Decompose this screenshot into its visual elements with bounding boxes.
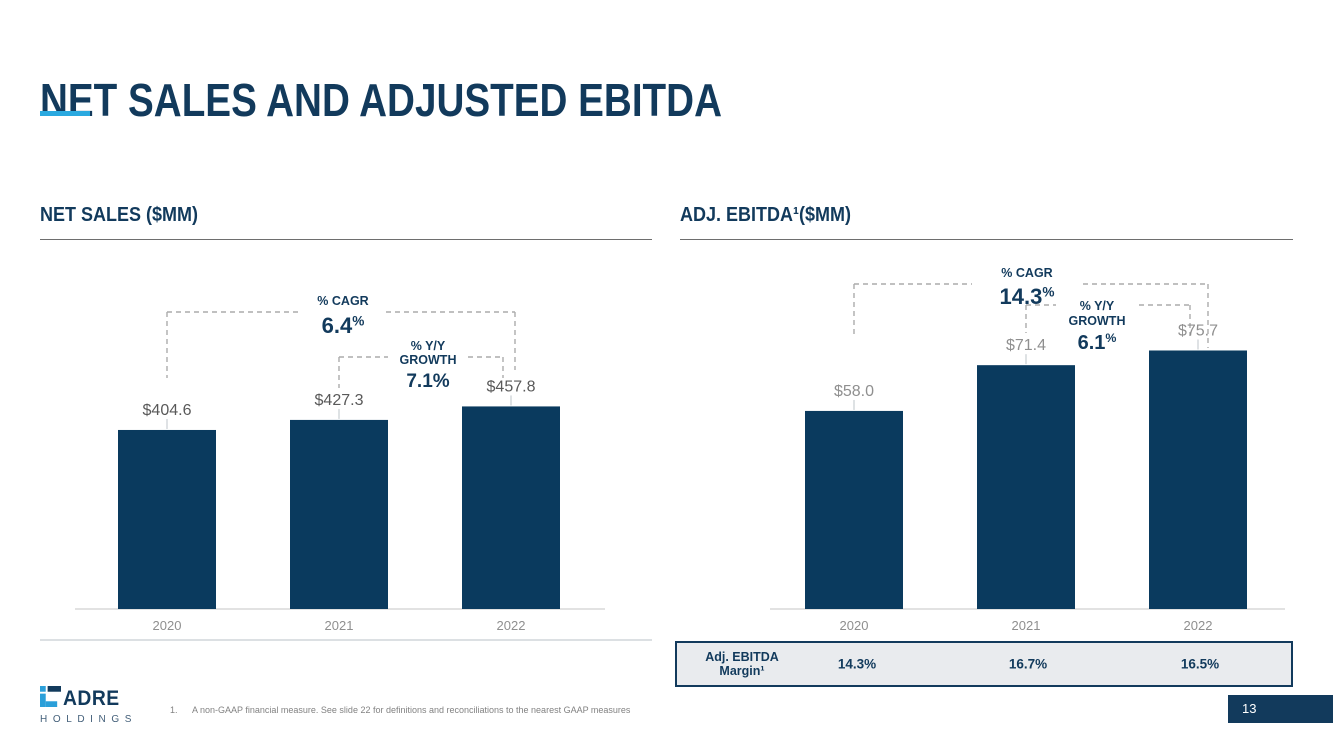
footnote-index: 1. [170,705,178,715]
adj-ebitda-header-rule [680,239,1293,240]
x-axis-tick-label: 2021 [1012,618,1041,633]
annotation-label: GROWTH [1069,314,1126,328]
title-accent-bar [40,111,90,116]
bar-2020 [118,429,216,609]
bar-2022 [462,406,560,609]
page-number: 13 [1242,701,1257,716]
bar-2020 [805,410,903,609]
bar-value-label: $427.3 [315,392,364,409]
annotation-label: % Y/Y [1080,299,1115,313]
bar-2021 [290,419,388,609]
net-sales-header-rule [40,239,652,240]
annotation-label: % Y/Y [411,339,446,353]
footnote-text: A non-GAAP financial measure. See slide … [192,705,631,715]
margin-label-line2: Margin¹ [719,664,765,678]
x-axis-tick-label: 2020 [153,618,182,633]
page-title: NET SALES AND ADJUSTED EBITDA [40,73,852,127]
x-axis-tick-label: 2022 [497,618,526,633]
logo-wordmark: ADRE [63,687,120,710]
annotation-value: 6.4% [322,313,365,338]
footnote: 1. A non-GAAP financial measure. See sli… [170,705,630,715]
net-sales-header: NET SALES ($MM) [40,204,216,227]
bar-value-label: $404.6 [143,402,192,419]
page-number-box: 13 [1228,695,1333,723]
logo-subtext: HOLDINGS [40,714,138,725]
cadre-logo-mark-icon [40,686,61,712]
margin-value-2022: 16.5% [1180,656,1220,672]
x-axis-tick-label: 2022 [1184,618,1213,633]
margin-value-2021: 16.7% [1008,656,1048,672]
margin-table-row-label: Adj. EBITDA Margin¹ [677,643,807,685]
annotation-label: % CAGR [317,294,368,308]
bar-2021 [977,365,1075,609]
adj-ebitda-margin-table: Adj. EBITDA Margin¹ 14.3% 16.7% 16.5% [675,641,1293,687]
adj-ebitda-header-text: ADJ. EBITDA¹($MM) [680,204,851,226]
margin-value-2020: 14.3% [837,656,877,672]
annotation-label: % CAGR [1001,266,1052,280]
bar-value-label: $71.4 [1006,337,1046,354]
margin-label-line1: Adj. EBITDA [705,650,779,664]
net-sales-header-text: NET SALES ($MM) [40,204,199,226]
bar-value-label: $58.0 [834,383,874,400]
bar-2022 [1149,350,1247,609]
annotation-label: GROWTH [400,353,457,367]
adj-ebitda-header: ADJ. EBITDA¹($MM) [680,204,870,227]
annotation-value: 7.1% [406,371,449,392]
x-axis-tick-label: 2020 [840,618,869,633]
x-axis-tick-label: 2021 [325,618,354,633]
page-title-text: NET SALES AND ADJUSTED EBITDA [40,73,722,126]
annotation-value: 6.1% [1078,331,1117,354]
bar-value-label: $457.8 [487,378,536,395]
net-sales-panel-divider [40,639,652,641]
cadre-holdings-logo: ADRE HOLDINGS [40,686,137,725]
bar-value-label: $75.7 [1178,322,1218,339]
